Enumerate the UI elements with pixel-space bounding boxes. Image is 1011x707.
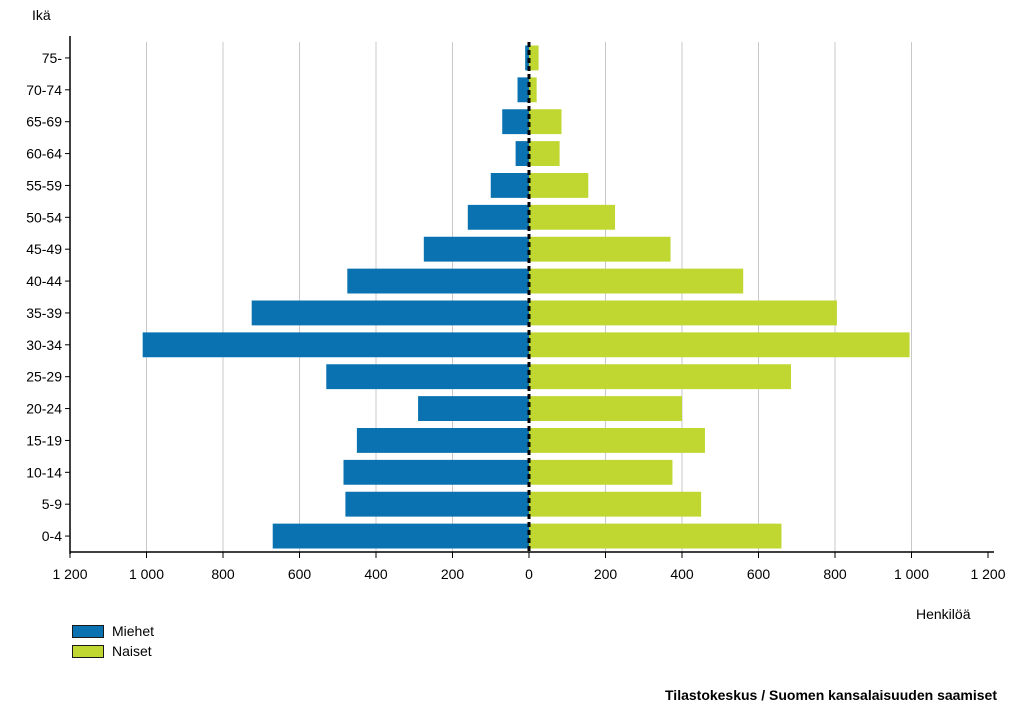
x-tick-label: 600: [288, 566, 312, 582]
bar-miehet: [345, 491, 529, 517]
bar-naiset: [529, 45, 539, 71]
x-tick-label: 1 200: [970, 566, 1005, 582]
y-axis-title: Ikä: [32, 7, 51, 23]
bar-miehet: [343, 459, 529, 485]
y-tick-label: 15-19: [26, 432, 62, 448]
bar-naiset: [529, 109, 562, 135]
bar-miehet: [517, 77, 529, 103]
bar-miehet: [418, 396, 529, 421]
y-tick-label: 65-69: [26, 114, 62, 130]
bar-miehet: [142, 332, 530, 358]
bar-naiset: [529, 77, 537, 103]
legend-label-naiset: Naiset: [112, 643, 152, 659]
x-tick-label: 0: [525, 566, 533, 582]
y-tick-label: 35-39: [26, 305, 62, 321]
x-tick-label: 600: [747, 566, 771, 582]
y-tick-label: 50-54: [26, 209, 62, 225]
x-tick-label: 400: [364, 566, 388, 582]
y-tick-label: 70-74: [26, 82, 62, 98]
y-tick-label: 60-64: [26, 146, 62, 162]
legend-swatch-miehet: [72, 624, 104, 638]
bar-naiset: [529, 173, 589, 198]
bar-naiset: [529, 141, 560, 166]
bar-miehet: [490, 173, 529, 198]
y-tick-label: 20-24: [26, 401, 62, 417]
x-tick-label: 200: [594, 566, 618, 582]
legend-swatch-naiset: [72, 644, 104, 658]
y-tick-label: 0-4: [42, 528, 62, 544]
bar-miehet: [347, 268, 529, 294]
bar-naiset: [529, 332, 910, 358]
bar-miehet: [356, 428, 529, 453]
bar-naiset: [529, 396, 682, 421]
y-tick-label: 25-29: [26, 369, 62, 385]
bar-naiset: [529, 268, 744, 294]
bar-naiset: [529, 300, 837, 326]
y-tick-label: 75-: [42, 50, 63, 66]
bar-naiset: [529, 236, 671, 262]
legend-label-miehet: Miehet: [112, 623, 155, 639]
legend-item-naiset: Naiset: [72, 641, 154, 661]
x-tick-label: 1 000: [129, 566, 164, 582]
legend-item-miehet: Miehet: [72, 621, 154, 641]
x-tick-label: 400: [670, 566, 694, 582]
legend: Miehet Naiset: [72, 621, 154, 661]
bar-miehet: [423, 236, 529, 262]
bar-naiset: [529, 523, 782, 549]
x-tick-label: 1 200: [52, 566, 87, 582]
bar-naiset: [529, 459, 673, 485]
x-tick-label: 800: [823, 566, 847, 582]
x-tick-label: 800: [211, 566, 235, 582]
x-axis-title: Henkilöä: [916, 606, 971, 622]
source-note: Tilastokeskus / Suomen kansalaisuuden sa…: [665, 687, 997, 703]
bar-miehet: [272, 523, 529, 549]
y-tick-label: 45-49: [26, 241, 62, 257]
bar-miehet: [525, 45, 529, 71]
bar-miehet: [326, 364, 529, 390]
x-tick-label: 200: [441, 566, 465, 582]
y-tick-label: 55-59: [26, 177, 62, 193]
bar-naiset: [529, 491, 702, 517]
bar-miehet: [251, 300, 529, 326]
bar-naiset: [529, 428, 705, 453]
bar-naiset: [529, 364, 792, 390]
x-tick-label: 1 000: [894, 566, 929, 582]
bar-miehet: [467, 204, 529, 230]
y-tick-label: 10-14: [26, 464, 62, 480]
y-tick-label: 40-44: [26, 273, 62, 289]
bar-miehet: [515, 141, 529, 166]
bar-naiset: [529, 204, 616, 230]
bar-miehet: [502, 109, 529, 135]
y-tick-label: 5-9: [42, 496, 62, 512]
y-tick-label: 30-34: [26, 337, 62, 353]
